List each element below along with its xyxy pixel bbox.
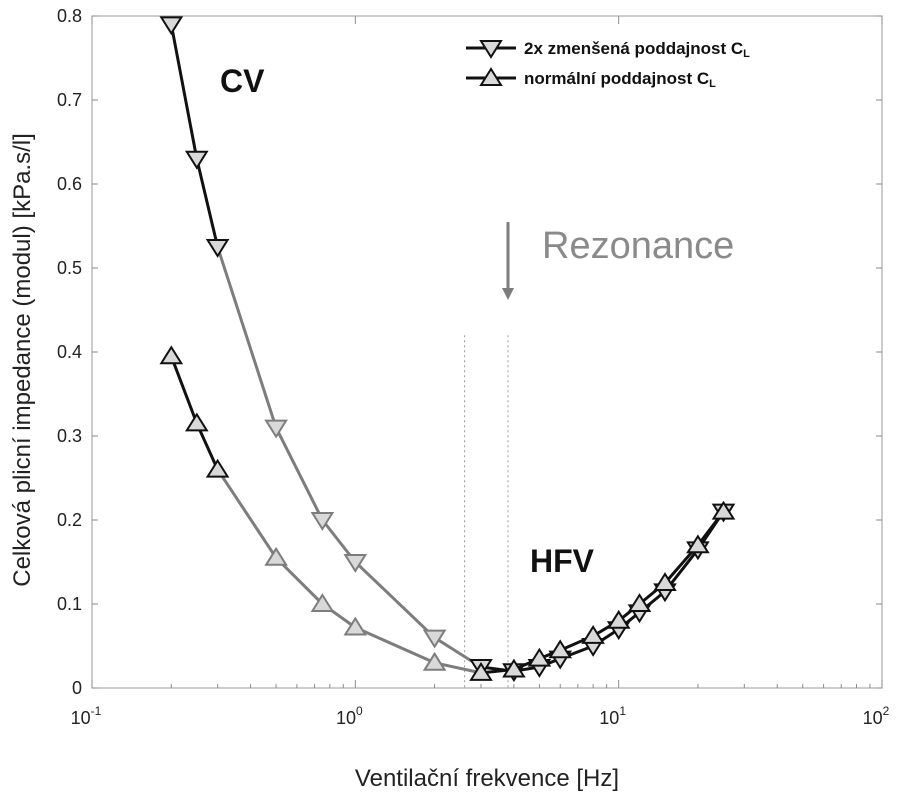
y-tick-label: 0 xyxy=(72,678,82,698)
x-tick-label: 10-1 xyxy=(71,704,102,728)
x-tick-label: 100 xyxy=(336,704,363,728)
data-point xyxy=(264,546,288,566)
x-axis-label: Ventilační frekvence [Hz] xyxy=(355,765,619,792)
data-point xyxy=(184,412,209,432)
cv-label: CV xyxy=(220,63,265,99)
data-point xyxy=(184,150,209,170)
hfv-label: HFV xyxy=(530,543,595,579)
plot-frame xyxy=(91,15,883,689)
legend-entry: 2x zmenšená poddajnost CL xyxy=(524,39,750,60)
data-point xyxy=(469,662,493,681)
data-point xyxy=(310,512,335,531)
series-layer xyxy=(159,16,736,683)
series-1 xyxy=(159,16,736,683)
data-point xyxy=(502,658,526,678)
series-2 xyxy=(159,345,736,681)
y-axis-label: Celková plicní impedance (modul) [kPa.s/… xyxy=(9,133,36,587)
series-line-segment xyxy=(353,560,437,640)
series-line-segment xyxy=(353,626,437,665)
y-tick-label: 0.5 xyxy=(57,258,82,278)
y-tick-label: 0.8 xyxy=(57,6,82,26)
y-tick-label: 0.4 xyxy=(57,342,82,362)
data-point xyxy=(527,647,552,667)
data-point xyxy=(581,625,605,644)
y-tick-label: 0.7 xyxy=(57,90,82,110)
series-line-segment xyxy=(169,354,199,425)
data-point xyxy=(548,639,573,659)
y-tick-label: 0.6 xyxy=(57,174,82,194)
y-tick-label: 0.1 xyxy=(57,594,82,614)
series-line-segment xyxy=(216,468,278,560)
series-line-segment xyxy=(274,426,324,522)
data-point xyxy=(627,593,652,612)
data-point xyxy=(606,609,631,629)
resonance-label: Rezonance xyxy=(542,225,734,267)
data-point xyxy=(205,458,230,478)
data-point xyxy=(686,534,710,554)
series-line-segment xyxy=(195,157,220,249)
data-point xyxy=(653,572,677,591)
x-tick-label: 102 xyxy=(863,704,890,728)
series-line-segment xyxy=(169,22,199,161)
data-point xyxy=(479,40,503,59)
annotations: CV HFV Rezonance xyxy=(220,63,734,579)
data-point xyxy=(264,419,288,439)
x-tick-label: 101 xyxy=(599,704,626,728)
y-tick-label: 0.3 xyxy=(57,426,82,446)
resonance-arrow-head xyxy=(502,288,515,300)
reference-lines xyxy=(464,335,509,688)
axes: 0 0.1 0.2 0.3 0.4 0.5 0.6 0.7 0.8 10-1 100 101 102 Ve… xyxy=(9,6,890,792)
data-point xyxy=(343,554,368,573)
data-point xyxy=(343,616,368,636)
legend-entry: normální poddajnost CL xyxy=(524,69,716,90)
y-tick-label: 0.2 xyxy=(57,510,82,530)
data-point xyxy=(422,629,447,649)
data-point xyxy=(159,16,184,36)
data-point xyxy=(310,593,335,612)
data-point xyxy=(205,239,230,258)
legend: 2x zmenšená poddajnost CL normální poddaj… xyxy=(466,39,750,90)
data-point xyxy=(422,651,447,671)
data-point xyxy=(711,500,736,520)
series-line-segment xyxy=(216,245,278,430)
data-point xyxy=(479,67,503,86)
data-point xyxy=(159,345,184,365)
